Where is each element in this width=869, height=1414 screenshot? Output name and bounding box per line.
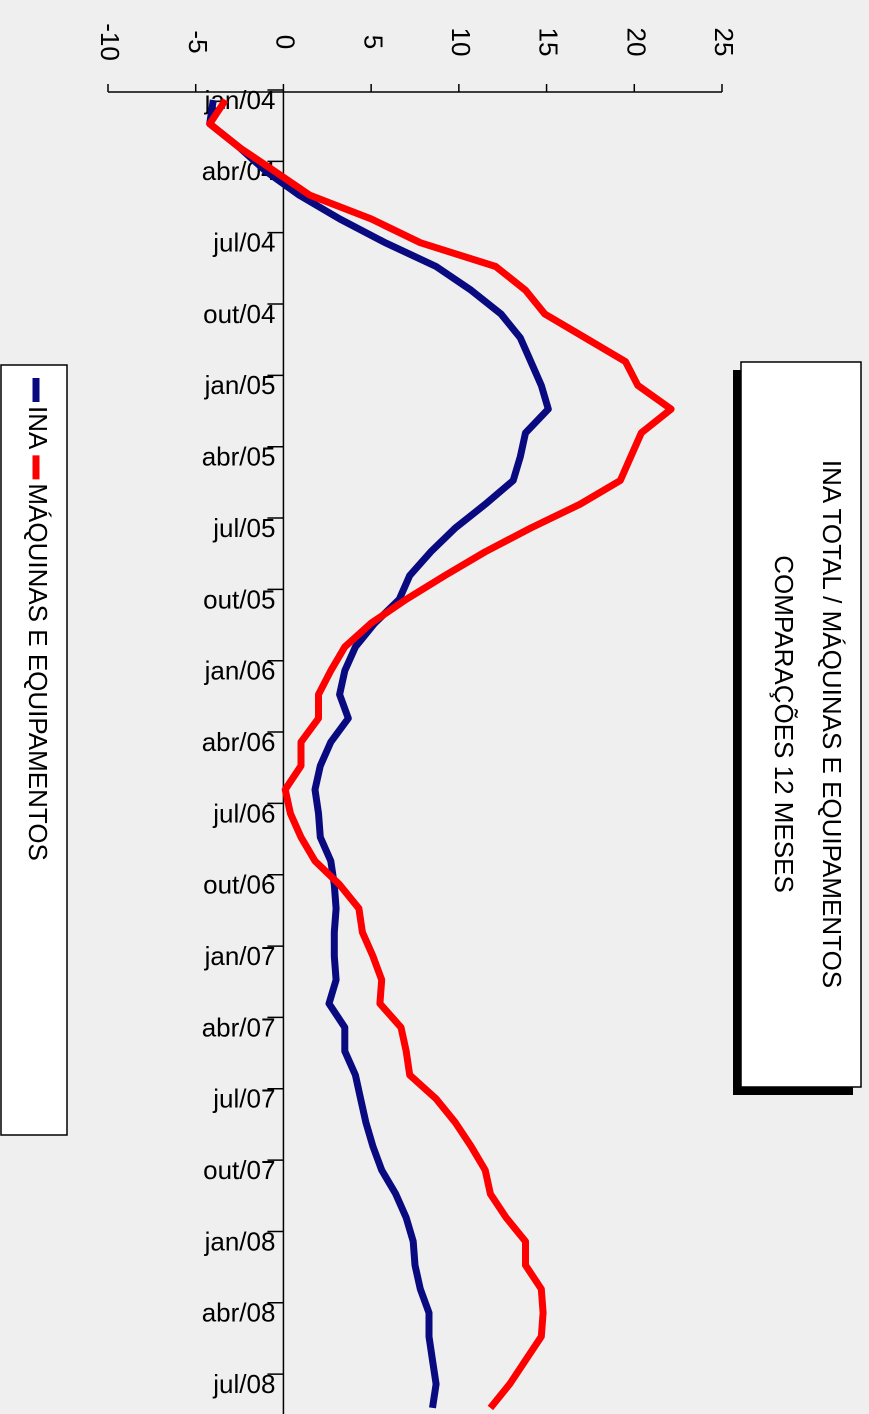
legend-label: MÁQUINAS E EQUIPAMENTOS <box>23 483 53 861</box>
y-tick-label: 5 <box>358 35 388 49</box>
x-tick-label: abr/05 <box>202 442 276 472</box>
y-tick-label: 20 <box>621 28 651 57</box>
x-tick-label: jan/06 <box>204 656 276 686</box>
legend-label: INA <box>23 406 53 450</box>
x-tick-label: abr/06 <box>202 727 276 757</box>
title-box <box>740 361 862 1088</box>
x-tick-label: jul/08 <box>212 1369 275 1399</box>
x-tick-label: jul/06 <box>212 798 275 828</box>
x-tick-label: jan/08 <box>204 1226 276 1256</box>
chart-title: INA TOTAL / MÁQUINAS E EQUIPAMENTOS <box>817 460 847 988</box>
x-tick-label: abr/07 <box>202 1012 276 1042</box>
y-tick-label: 10 <box>446 28 476 57</box>
x-tick-label: out/07 <box>203 1155 275 1185</box>
chart-subtitle: COMPARAÇÕES 12 MESES <box>769 555 799 893</box>
x-tick-label: jan/05 <box>204 370 276 400</box>
series-line <box>206 98 675 1411</box>
y-tick-label: 15 <box>534 28 564 57</box>
x-tick-label: jul/07 <box>212 1084 275 1114</box>
y-tick-label: -5 <box>183 30 213 53</box>
series-line <box>206 99 552 1409</box>
x-tick-label: jan/07 <box>204 941 276 971</box>
y-tick-label: 25 <box>709 28 739 57</box>
legend-box <box>0 364 68 1136</box>
x-tick-label: abr/08 <box>202 1298 276 1328</box>
x-tick-label: jul/04 <box>212 228 275 258</box>
x-tick-label: out/05 <box>203 584 275 614</box>
x-tick-label: out/04 <box>203 299 275 329</box>
y-tick-label: 0 <box>271 35 301 49</box>
x-tick-label: out/06 <box>203 870 275 900</box>
x-tick-label: jul/05 <box>212 513 275 543</box>
y-tick-label: -10 <box>95 23 125 61</box>
